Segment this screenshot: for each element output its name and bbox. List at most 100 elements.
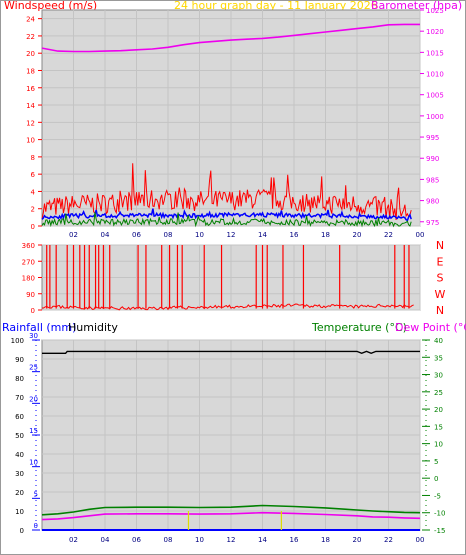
y-tick-label: 4 — [31, 188, 36, 196]
x-tick-label: 22 — [384, 231, 393, 239]
y-tick-label: 0 — [31, 307, 35, 315]
rainfall-tick-label: 20 — [29, 395, 38, 403]
x-tick-label: 14 — [258, 536, 267, 544]
windspeed-line — [41, 163, 412, 221]
compass-label: N — [436, 304, 444, 317]
y-ticks-direction: 0 90 180 270 360 — [22, 242, 42, 315]
compass-label: S — [437, 272, 444, 285]
x-tick-label: 22 — [384, 536, 393, 544]
compass-label: N — [436, 239, 444, 252]
y2-tick-label: 975 — [426, 219, 439, 227]
y-tick-label: 20 — [26, 50, 35, 58]
y2-tick-label: 995 — [426, 134, 439, 142]
x-tick-label: 20 — [353, 536, 362, 544]
windspeed-axis-label: Windspeed (m/s) — [4, 0, 97, 12]
y-ticks-barometer: 975 980 985 990 995 1000 1005 1010 1015 1020 1025 — [420, 7, 444, 227]
temperature-tick-label: 35 — [434, 354, 443, 362]
humidity-tick-label: 30 — [15, 470, 24, 478]
y-ticks-humidity: 0 10 20 30 40 50 60 70 80 90 100 — [11, 337, 24, 535]
wind-series — [41, 23, 420, 228]
gridlines-wind — [42, 10, 421, 227]
y-tick-label: 180 — [22, 275, 35, 283]
y2-tick-label: 1025 — [426, 7, 444, 15]
rainfall-tick-label: 10 — [29, 459, 38, 467]
y-ticks-rainfall: 0 5 10 15 20 25 30 — [29, 332, 40, 531]
x-tick-label: 06 — [132, 231, 141, 239]
x-tick-label: 04 — [101, 536, 110, 544]
rainfall-tick-label: 5 — [34, 490, 38, 498]
y2-tick-label: 1020 — [426, 28, 444, 36]
temperature-tick-label: -15 — [434, 527, 445, 535]
barometer-line — [41, 23, 420, 53]
gridlines-temperature — [42, 339, 421, 531]
x-tick-label: 20 — [353, 231, 362, 239]
humidity-tick-label: 0 — [20, 527, 24, 535]
temperature-tick-label: 20 — [434, 406, 443, 414]
rainfall-tick-label: 0 — [34, 522, 38, 530]
compass-label: W — [435, 288, 446, 301]
x-tick-label: 18 — [321, 536, 330, 544]
humidity-tick-label: 60 — [15, 413, 24, 421]
x-tick-label: 08 — [164, 536, 173, 544]
dewpoint-axis-label: Dew Point (°C) — [395, 321, 466, 334]
y-tick-label: 16 — [26, 85, 35, 93]
x-tick-label: 18 — [321, 231, 330, 239]
y2-tick-label: 990 — [426, 155, 439, 163]
temperature-tick-label: 0 — [434, 475, 438, 483]
y-tick-label: 12 — [26, 119, 35, 127]
y-tick-label: 0 — [31, 223, 35, 231]
humidity-tick-label: 40 — [15, 451, 24, 459]
humidity-tick-label: 80 — [15, 375, 24, 383]
x-tick-label: 00 — [416, 536, 425, 544]
y2-tick-label: 1010 — [426, 71, 444, 79]
temperature-tick-label: 30 — [434, 372, 443, 380]
humidity-tick-label: 50 — [15, 432, 24, 440]
compass-label: E — [437, 255, 444, 268]
humidity-tick-label: 70 — [15, 394, 24, 402]
y-tick-label: 14 — [26, 102, 35, 110]
temperature-tick-label: 5 — [434, 458, 438, 466]
barometer-axis-label: Barometer (hpa) — [371, 0, 462, 12]
x-tick-label: 12 — [227, 536, 236, 544]
humidity-tick-label: 10 — [15, 508, 24, 516]
x-tick-label: 00 — [416, 231, 425, 239]
x-ticks-temperature: 02 04 06 08 10 12 14 16 18 20 22 00 — [69, 536, 424, 544]
y-tick-label: 8 — [31, 154, 35, 162]
direction-series — [42, 245, 414, 311]
x-tick-label: 10 — [195, 231, 204, 239]
x-tick-label: 06 — [132, 536, 141, 544]
humidity-tick-label: 90 — [15, 356, 24, 364]
wind-average-line — [41, 208, 412, 222]
temperature-tick-label: -5 — [434, 492, 441, 500]
rainfall-axis-label: Rainfall (mm) — [2, 321, 76, 334]
rainfall-tick-label: 30 — [29, 332, 38, 340]
rainfall-tick-label: 15 — [29, 427, 38, 435]
y-tick-label: 24 — [26, 16, 35, 24]
y2-tick-label: 980 — [426, 198, 439, 206]
x-tick-label: 10 — [195, 536, 204, 544]
x-tick-label: 02 — [69, 231, 78, 239]
y2-tick-label: 1015 — [426, 49, 444, 57]
x-tick-label: 12 — [227, 231, 236, 239]
x-tick-label: 14 — [258, 231, 267, 239]
rainfall-tick-label: 25 — [29, 364, 38, 372]
y-tick-label: 270 — [22, 258, 35, 266]
x-tick-label: 04 — [101, 231, 110, 239]
temperature-tick-label: 10 — [434, 441, 443, 449]
y-tick-label: 22 — [26, 33, 35, 41]
y2-tick-label: 1005 — [426, 92, 444, 100]
temperature-axis-label: Temperature (°C) — [311, 321, 407, 334]
y2-tick-label: 1000 — [426, 113, 444, 121]
x-tick-label: 08 — [164, 231, 173, 239]
y-tick-label: 2 — [31, 206, 35, 214]
graph-title: 24 hour graph day - 11 January 2026 — [174, 0, 378, 12]
y-tick-label: 18 — [26, 67, 35, 75]
temperature-series — [41, 350, 421, 531]
y-tick-label: 10 — [26, 137, 35, 145]
